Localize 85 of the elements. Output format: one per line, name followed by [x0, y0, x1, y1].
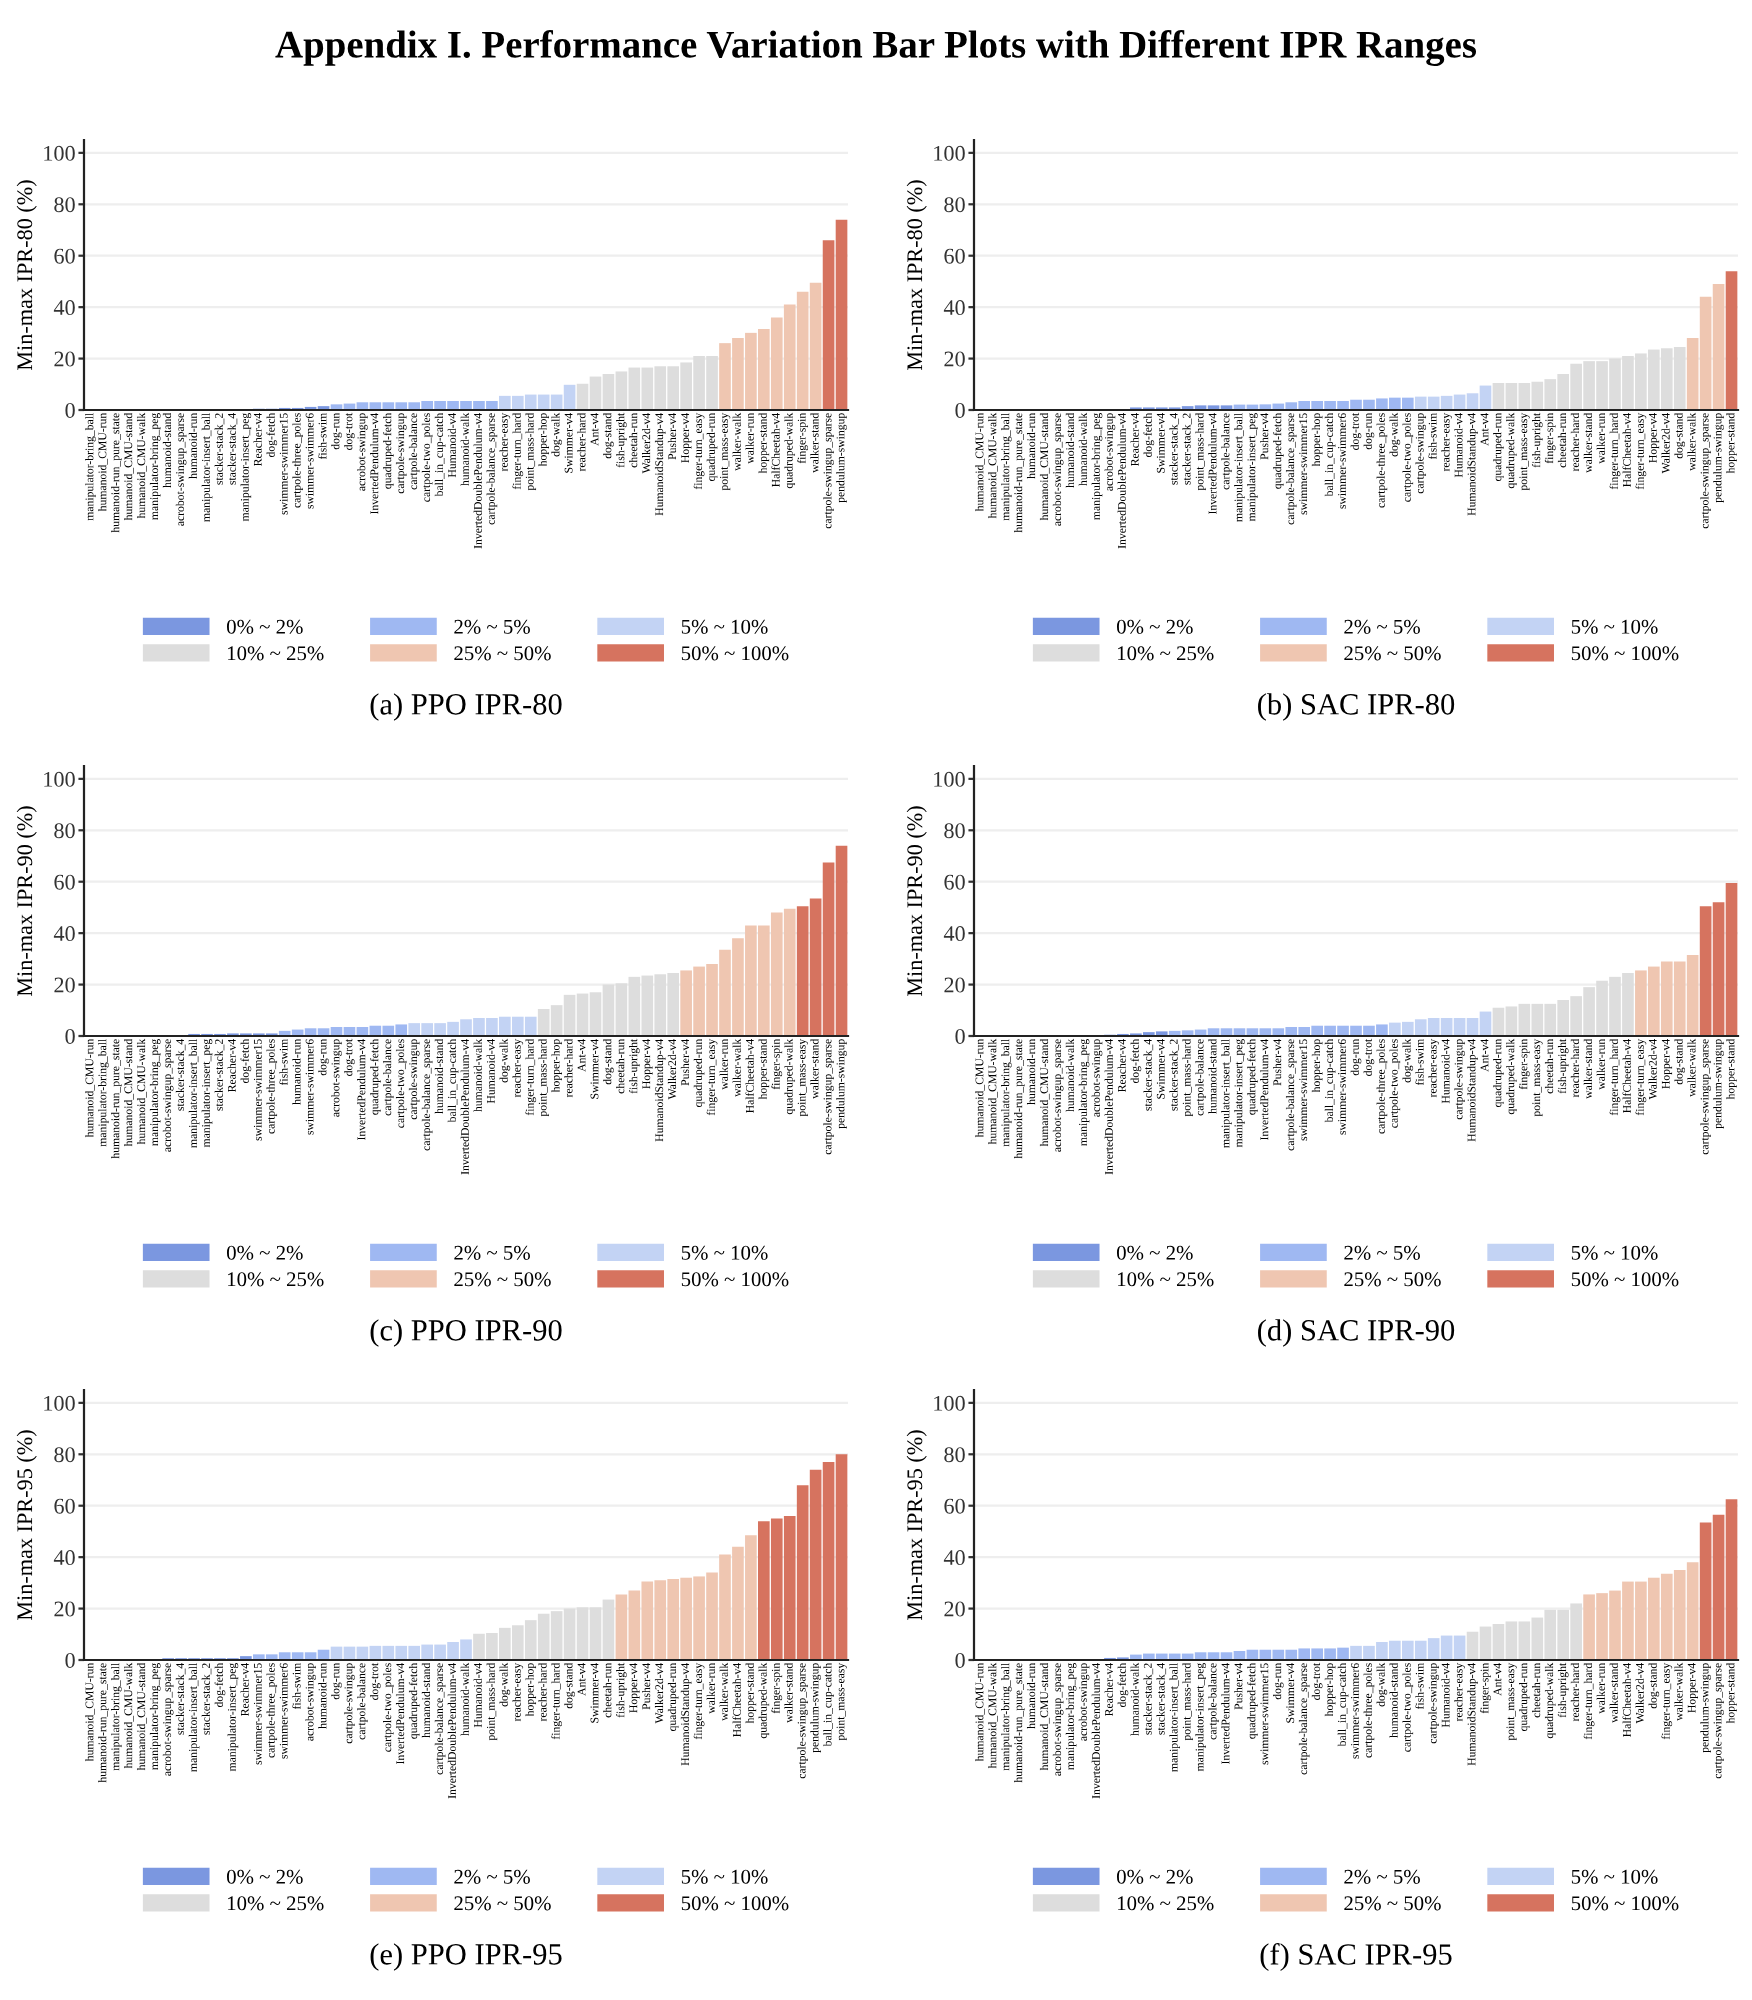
y-tick-label: 60: [54, 874, 75, 890]
legend-label: 50% ~ 100%: [1571, 646, 1679, 661]
y-tick-label: 40: [943, 926, 965, 942]
y-axis-title: Min-max IPR-80 (%): [906, 180, 927, 371]
y-tick-label: 80: [54, 197, 75, 213]
y-tick-label: 40: [943, 300, 965, 316]
y-tick-label: 60: [54, 1498, 75, 1514]
y-tick-label: 20: [944, 977, 965, 993]
legend-label: 0% ~ 2%: [226, 1869, 303, 1884]
legend-label: 2% ~ 5%: [454, 1869, 530, 1884]
legend-label: 50% ~ 100%: [681, 646, 789, 661]
y-tick-label: 80: [944, 823, 965, 839]
y-tick-label: 100: [44, 1395, 75, 1411]
y-tick-label: 0: [955, 402, 965, 418]
legend-label: 10% ~ 25%: [1118, 646, 1214, 661]
y-tick-label: 20: [54, 1601, 75, 1617]
legend-label: 50% ~ 100%: [1571, 1896, 1679, 1911]
y-axis-title: Min-max IPR-95 (%): [16, 1430, 37, 1621]
y-tick-label: 100: [44, 145, 75, 161]
y-tick-label: 80: [944, 1447, 965, 1463]
y-tick-label: 100: [44, 771, 75, 787]
y-tick-label: 0: [65, 1652, 75, 1668]
y-tick-label: 60: [944, 1498, 965, 1514]
y-tick-label: 20: [54, 351, 75, 367]
y-tick-label: 0: [955, 1028, 965, 1044]
legend-label: 2% ~ 5%: [1344, 1869, 1420, 1884]
legend-label: 25% ~ 50%: [1344, 646, 1441, 661]
y-tick-label: 40: [53, 300, 75, 316]
y-tick-label: 60: [54, 248, 75, 264]
legend-label: 0% ~ 2%: [226, 1245, 303, 1260]
y-axis-title: Min-max IPR-80 (%): [16, 180, 37, 371]
y-tick-label: 60: [944, 874, 965, 890]
y-tick-label: 80: [54, 823, 75, 839]
legend-label: 0% ~ 2%: [1116, 619, 1193, 634]
y-tick-label: 20: [944, 351, 965, 367]
legend-label: 10% ~ 25%: [1118, 1272, 1214, 1287]
text: (a) PPO IPR-80: [370, 693, 562, 721]
text: (e) PPO IPR-95: [370, 1943, 562, 1971]
legend-label: 5% ~ 10%: [681, 619, 768, 634]
text: (f) SAC IPR-95: [1260, 1942, 1452, 1972]
legend-label: 10% ~ 25%: [1118, 1896, 1214, 1911]
legend-label: 10% ~ 25%: [228, 646, 324, 661]
y-tick-label: 100: [934, 1395, 965, 1411]
y-tick-label: 80: [944, 197, 965, 213]
legend-label: 25% ~ 50%: [454, 646, 551, 661]
y-tick-label: 40: [943, 1550, 965, 1566]
legend-label: 25% ~ 50%: [1344, 1272, 1441, 1287]
legend-label: 5% ~ 10%: [1571, 1869, 1658, 1884]
y-tick-label: 40: [53, 926, 75, 942]
y-tick-label: 20: [54, 977, 75, 993]
legend-label: 5% ~ 10%: [1571, 1245, 1658, 1260]
y-tick-label: 60: [944, 248, 965, 264]
legend-label: 25% ~ 50%: [1344, 1896, 1441, 1911]
y-tick-label: 80: [54, 1447, 75, 1463]
legend-label: 0% ~ 2%: [226, 619, 303, 634]
legend-label: 5% ~ 10%: [681, 1245, 768, 1260]
legend-label: 0% ~ 2%: [1116, 1869, 1193, 1884]
legend-label: 5% ~ 10%: [681, 1869, 768, 1884]
text: (d) SAC IPR-90: [1258, 1319, 1455, 1347]
text: (b) SAC IPR-80: [1258, 693, 1455, 721]
legend-label: 50% ~ 100%: [1571, 1272, 1679, 1287]
y-tick-label: 40: [53, 1550, 75, 1566]
y-tick-label: 0: [65, 402, 75, 418]
y-axis-title: Min-max IPR-90 (%): [906, 806, 927, 997]
text: (c) PPO IPR-90: [370, 1319, 562, 1347]
legend-label: 2% ~ 5%: [454, 1245, 530, 1260]
legend-label: 5% ~ 10%: [1571, 619, 1658, 634]
y-axis-title: Min-max IPR-95 (%): [906, 1430, 927, 1621]
y-axis-title: Min-max IPR-90 (%): [16, 806, 37, 997]
legend-label: 50% ~ 100%: [681, 1896, 789, 1911]
y-tick-label: 0: [65, 1028, 75, 1044]
y-tick-label: 100: [934, 145, 965, 161]
legend-label: 25% ~ 50%: [454, 1272, 551, 1287]
legend-label: 10% ~ 25%: [228, 1272, 324, 1287]
y-tick-label: 100: [934, 771, 965, 787]
legend-label: 25% ~ 50%: [454, 1896, 551, 1911]
y-tick-label: 0: [955, 1652, 965, 1668]
legend-label: 50% ~ 100%: [681, 1272, 789, 1287]
legend-label: 2% ~ 5%: [1344, 1245, 1420, 1260]
legend-label: 10% ~ 25%: [228, 1896, 324, 1911]
legend-label: 0% ~ 2%: [1116, 1245, 1193, 1260]
chart-title: Appendix I. Performance Variation Bar Plots with Different IPR Ranges: [275, 30, 1477, 66]
legend-label: 2% ~ 5%: [1344, 619, 1420, 634]
y-tick-label: 20: [944, 1601, 965, 1617]
legend-label: 2% ~ 5%: [454, 619, 530, 634]
